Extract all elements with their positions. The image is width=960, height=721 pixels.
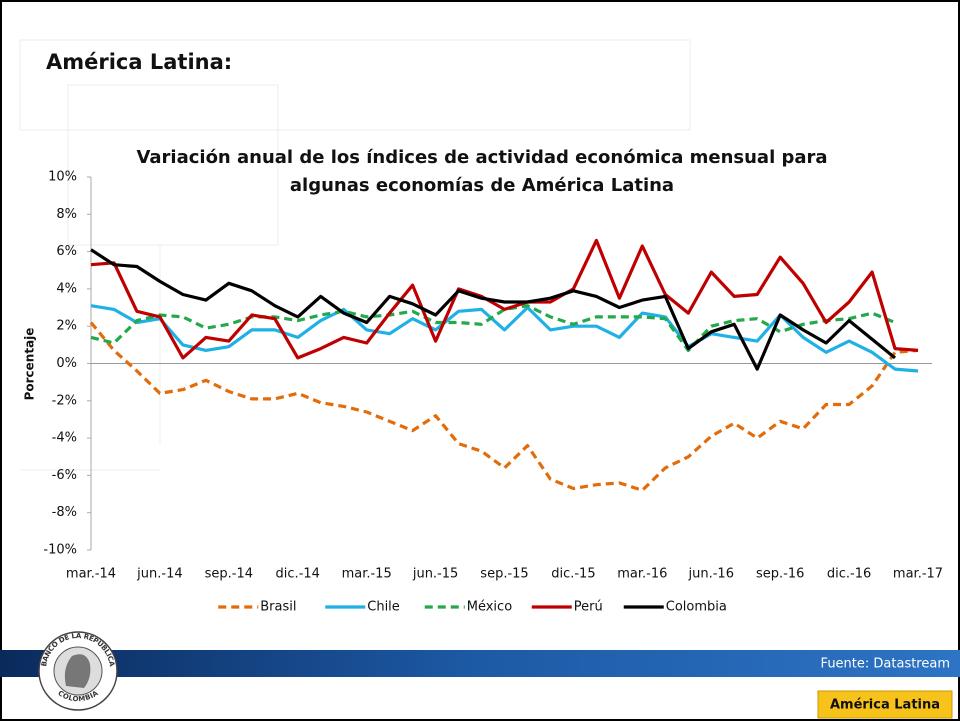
y-tick-label: -10% bbox=[43, 543, 77, 558]
slide-heading: América Latina: bbox=[46, 50, 232, 74]
x-tick-label: dic.-14 bbox=[276, 567, 320, 582]
x-tick-label: dic.-15 bbox=[551, 567, 595, 582]
legend-label: Brasil bbox=[260, 600, 296, 615]
y-tick-label: 0% bbox=[56, 356, 77, 371]
background-decoration bbox=[19, 39, 691, 471]
x-tick-label: sep.-16 bbox=[756, 567, 804, 582]
x-tick-label: jun.-16 bbox=[688, 567, 734, 582]
x-tick-label: mar.-14 bbox=[66, 567, 116, 582]
y-tick-label: 10% bbox=[48, 170, 77, 185]
footer-tab-label: América Latina bbox=[830, 698, 940, 713]
x-tick-label: sep.-14 bbox=[205, 567, 253, 582]
series-line bbox=[89, 321, 919, 492]
footer-band bbox=[0, 650, 960, 677]
chart-title: Variación anual de los índices de activi… bbox=[136, 147, 827, 168]
x-tick-label: mar.-17 bbox=[893, 567, 943, 582]
logo-profile bbox=[64, 654, 91, 688]
series-line bbox=[90, 238, 919, 360]
y-tick-label: -4% bbox=[52, 431, 77, 446]
y-tick-label: -2% bbox=[52, 393, 77, 408]
x-tick-label: jun.-15 bbox=[412, 567, 458, 582]
x-tick-label: mar.-15 bbox=[342, 567, 392, 582]
chart-title: algunas economías de América Latina bbox=[290, 175, 674, 196]
legend-label: México bbox=[467, 600, 512, 615]
footer-tab bbox=[817, 690, 953, 719]
y-tick-label: 2% bbox=[56, 319, 77, 334]
series-line bbox=[90, 304, 896, 352]
series-line bbox=[90, 248, 897, 371]
x-tick-label: dic.-16 bbox=[827, 567, 871, 582]
y-tick-label: 4% bbox=[56, 281, 77, 296]
legend-label: Perú bbox=[574, 600, 603, 615]
y-tick-label: -8% bbox=[52, 505, 77, 520]
x-tick-label: sep.-15 bbox=[480, 567, 528, 582]
y-tick-label: 6% bbox=[56, 244, 77, 259]
legend-label: Colombia bbox=[666, 600, 727, 615]
legend-label: Chile bbox=[367, 600, 400, 615]
plot: -10% -8% -6% -4% -2% 0% 2% 4% 6% 8% 10% mar.-14 jun.… bbox=[43, 170, 943, 615]
y-tick-label: -6% bbox=[52, 468, 77, 483]
logo: BANCO DE LA REPÚBLICA COLOMBIA bbox=[38, 631, 118, 711]
x-tick-label: jun.-14 bbox=[136, 567, 182, 582]
x-tick-label: mar.-16 bbox=[617, 567, 667, 582]
source-note: Fuente: Datastream bbox=[821, 657, 950, 672]
y-axis-label: Porcentaje bbox=[23, 328, 37, 401]
y-tick-label: 8% bbox=[56, 207, 77, 222]
